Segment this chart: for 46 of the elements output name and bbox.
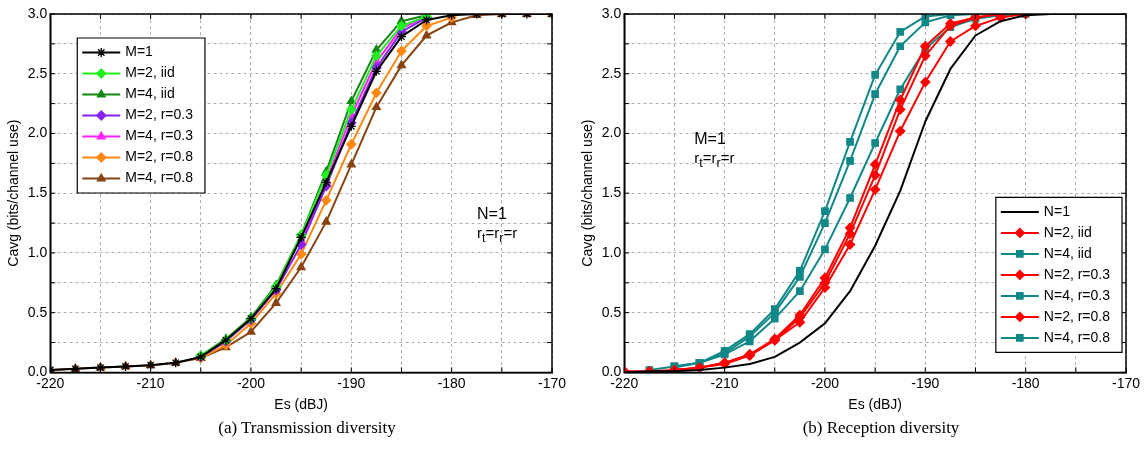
y-axis-title: Cavg (bits/channel use) <box>5 119 22 267</box>
x-tick-label: -200 <box>236 374 266 391</box>
y-tick-label: 2.0 <box>601 124 622 141</box>
x-tick-label: -180 <box>437 374 466 391</box>
legend-label: N=2, r=0.8 <box>1043 307 1111 324</box>
y-axis-title: Cavg (bits/channel use) <box>579 119 596 267</box>
y-tick-label: 1.5 <box>601 184 622 201</box>
x-tick-label: -210 <box>710 374 739 391</box>
y-tick-label: 1.5 <box>27 184 48 201</box>
x-tick-label: -180 <box>1011 374 1040 391</box>
y-tick-label: 1.0 <box>27 243 48 260</box>
legend-label: M=2, r=0.8 <box>125 148 194 165</box>
legend-label: M=1 <box>125 43 154 60</box>
y-tick-label: 2.5 <box>601 64 622 81</box>
text: (a) Transmission diversity <box>217 418 397 438</box>
y-tick-label: 3.0 <box>601 4 622 21</box>
y-tick-label: 3.0 <box>27 4 48 21</box>
legend-label: N=2, iid <box>1043 223 1092 240</box>
legend-label: M=4, iid <box>125 85 175 102</box>
legend-label: M=4, r=0.3 <box>125 127 194 144</box>
legend-label: N=4, r=0.8 <box>1043 328 1111 345</box>
annotation: r$_{t}$=r$_{r}$=r <box>694 148 735 172</box>
x-axis-title: Es (dBJ) <box>848 396 902 413</box>
legend-label: N=4, r=0.3 <box>1043 286 1111 303</box>
annotation: N=1 <box>477 204 508 223</box>
y-tick-label: 1.0 <box>601 243 622 260</box>
legend-label: N=1 <box>1043 202 1071 219</box>
y-tick-label: 0.5 <box>27 303 48 320</box>
annotation: r$_{t}$=r$_{r}$=r <box>477 223 518 247</box>
y-tick-label: 0.5 <box>601 303 622 320</box>
x-tick-label: -170 <box>537 374 567 391</box>
text: (b) Reception diversity <box>801 418 961 438</box>
x-axis-title: Es (dBJ) <box>274 396 328 413</box>
legend-label: M=2, r=0.3 <box>125 106 194 123</box>
x-tick-label: -210 <box>136 374 165 391</box>
legend-label: N=4, iid <box>1043 244 1092 261</box>
x-tick-label: -200 <box>810 374 840 391</box>
x-tick-label: -190 <box>337 374 366 391</box>
legend-label: M=4, r=0.8 <box>125 169 194 186</box>
annotation: M=1 <box>694 129 727 148</box>
x-tick-label: -170 <box>1111 374 1141 391</box>
x-tick-label: -190 <box>911 374 940 391</box>
y-tick-label: 2.0 <box>27 124 48 141</box>
legend-label: N=2, r=0.3 <box>1043 265 1111 282</box>
legend-label: M=2, iid <box>125 64 175 81</box>
y-tick-label: 2.5 <box>27 64 48 81</box>
